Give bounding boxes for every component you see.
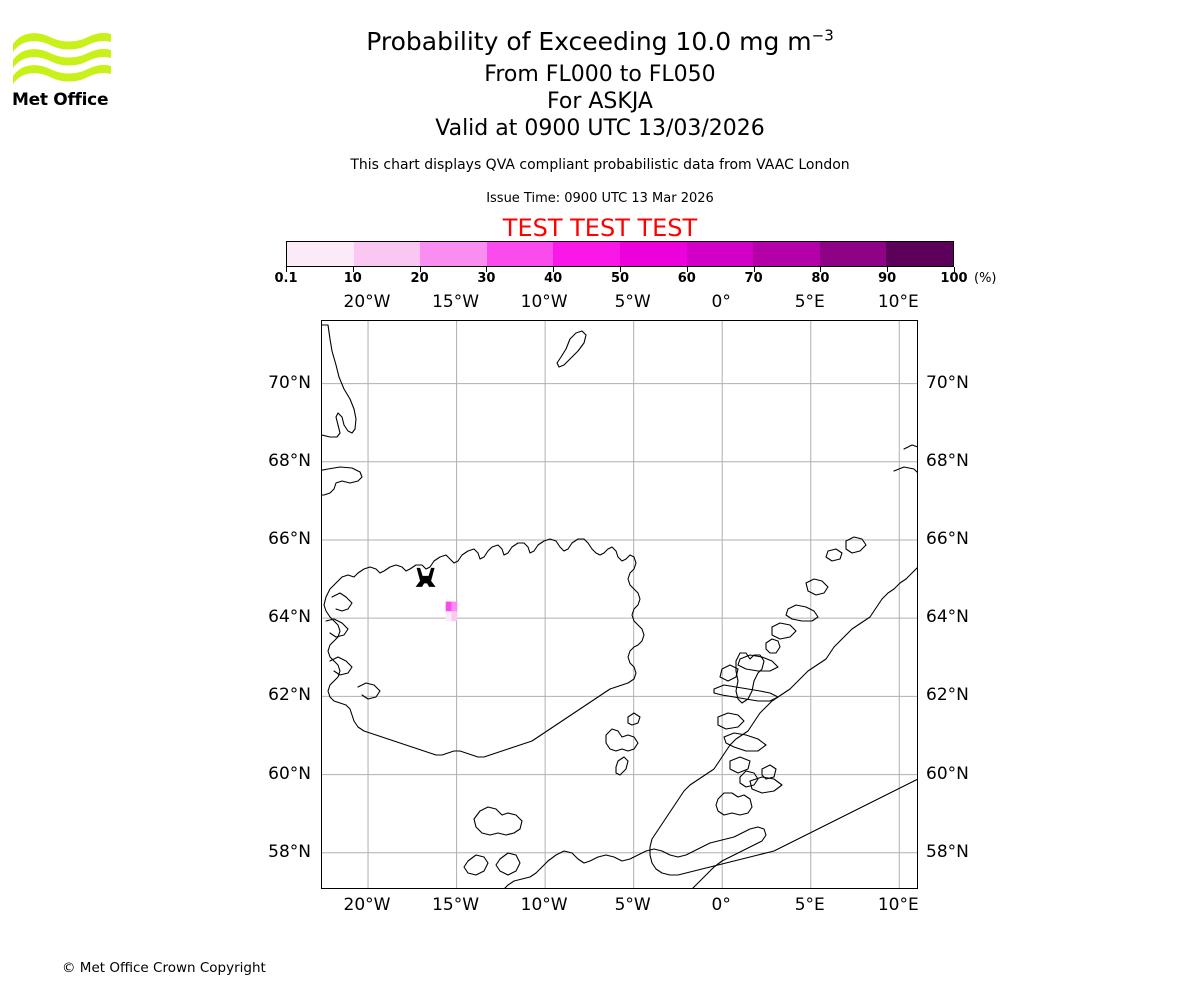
- colorbar-segment-6: [686, 242, 754, 266]
- colorbar-tick-7: [753, 267, 755, 272]
- colorbar-gradient: [286, 241, 954, 267]
- axis-label-right-4: 62°N: [926, 685, 969, 706]
- axis-label-top-5: 5°E: [794, 292, 825, 312]
- colorbar-tick-3: [486, 267, 488, 272]
- axis-label-left-3: 64°N: [268, 607, 311, 628]
- colorbar-tick-label-1: 10: [343, 271, 362, 286]
- colorbar-tick-label-5: 50: [610, 271, 630, 286]
- colorbar-segment-0: [287, 242, 354, 266]
- colorbar-tick-1: [352, 267, 354, 272]
- met-office-wave-mark: [13, 33, 111, 84]
- colorbar-tick-label-6: 60: [677, 271, 696, 286]
- page-title-text: Probability of Exceeding 10.0 mg m: [366, 27, 812, 56]
- colorbar-tick-10: [954, 267, 955, 272]
- colorbar-tick-label-9: 90: [878, 271, 897, 286]
- colorbar-tick-label-0: 0.1: [274, 271, 298, 286]
- map-canvas: [322, 321, 917, 888]
- colorbar-tick-label-10: 100: [940, 271, 968, 286]
- colorbar-segment-3: [486, 242, 554, 266]
- axis-label-left-6: 58°N: [268, 841, 311, 862]
- axis-label-bottom-2: 10°W: [520, 895, 568, 915]
- colorbar-tick-label-3: 30: [477, 271, 496, 286]
- colorbar-segment-1: [353, 242, 421, 266]
- map-panel[interactable]: [321, 320, 918, 889]
- subtitle-qva-note: This chart displays QVA compliant probab…: [350, 157, 850, 173]
- colorbar-segment-2: [420, 242, 487, 266]
- colorbar-segment-9: [886, 242, 953, 266]
- colorbar-tick-labels: 0.1 10 20 30 40 50 60 70 80 90 100: [274, 271, 967, 289]
- axis-label-right-2: 66°N: [926, 528, 969, 549]
- plume-cell-0: [445, 601, 452, 612]
- axis-label-bottom-4: 0°: [711, 895, 731, 915]
- colorbar-segment-7: [753, 242, 820, 266]
- ash-plume-cells: [445, 601, 458, 622]
- met-office-logo-text: Met Office: [12, 90, 109, 110]
- axis-label-bottom-0: 20°W: [343, 895, 391, 915]
- title-volcano: For ASKJA: [547, 89, 653, 114]
- title-valid-time: Valid at 0900 UTC 13/03/2026: [435, 116, 765, 141]
- colorbar-tick-9: [887, 267, 889, 272]
- subtitle-issue-time: Issue Time: 0900 UTC 13 Mar 2026: [486, 191, 714, 206]
- map-gridlines: [322, 321, 917, 888]
- plume-cell-1: [445, 611, 452, 622]
- colorbar-tick-label-2: 20: [410, 271, 429, 286]
- axis-label-left-5: 60°N: [268, 763, 311, 784]
- plume-cell-2: [451, 601, 458, 612]
- axis-label-left-4: 62°N: [268, 685, 311, 706]
- colorbar-ticks: [286, 267, 955, 285]
- volcano-glyph: [415, 567, 436, 587]
- page-title: Probability of Exceeding 10.0 mg m−3: [0, 26, 1200, 58]
- axis-label-top-6: 10°E: [877, 292, 919, 312]
- colorbar-tick-8: [820, 267, 822, 272]
- axis-label-top-4: 0°: [711, 292, 731, 312]
- axis-label-top-2: 10°W: [520, 292, 568, 312]
- colorbar-tick-4: [553, 267, 555, 272]
- colorbar-segment-8: [819, 242, 887, 266]
- axis-label-bottom-1: 15°W: [432, 895, 480, 915]
- colorbar-units-label: (%): [974, 271, 997, 286]
- page-title-exponent: −3: [811, 26, 834, 45]
- probability-colorbar: 0.1 10 20 30 40 50 60 70 80 90 100: [274, 241, 968, 286]
- plume-cell-3: [451, 611, 458, 622]
- axis-label-right-1: 68°N: [926, 450, 969, 471]
- axis-label-top-0: 20°W: [343, 292, 391, 312]
- colorbar-tick-label-8: 80: [811, 271, 830, 286]
- colorbar-tick-0: [286, 267, 287, 272]
- colorbar-tick-label-4: 40: [544, 271, 563, 286]
- axis-label-top-1: 15°W: [432, 292, 480, 312]
- colorbar-tick-2: [419, 267, 421, 272]
- axis-label-right-5: 60°N: [926, 763, 969, 784]
- axis-label-right-6: 58°N: [926, 841, 969, 862]
- colorbar-tick-5: [620, 267, 621, 272]
- axis-label-left-1: 68°N: [268, 450, 311, 471]
- axis-label-top-3: 5°W: [614, 292, 651, 312]
- copyright-notice: © Met Office Crown Copyright: [62, 960, 266, 976]
- axis-label-right-3: 64°N: [926, 607, 969, 628]
- colorbar-tick-label-7: 70: [744, 271, 763, 286]
- title-flight-levels: From FL000 to FL050: [484, 62, 716, 87]
- met-office-logo: Met Office: [12, 26, 112, 114]
- map-coastlines: [322, 324, 917, 888]
- test-banner: TEST TEST TEST: [502, 214, 698, 242]
- volcano-marker: [415, 567, 436, 587]
- axis-label-right-0: 70°N: [926, 372, 969, 393]
- colorbar-tick-6: [686, 267, 688, 272]
- axis-label-left-0: 70°N: [268, 372, 311, 393]
- axis-label-bottom-6: 10°E: [877, 895, 919, 915]
- axis-label-bottom-3: 5°W: [614, 895, 651, 915]
- colorbar-segment-4: [553, 242, 620, 266]
- axis-label-left-2: 66°N: [268, 528, 311, 549]
- colorbar-segment-5: [619, 242, 687, 266]
- axis-label-bottom-5: 5°E: [794, 895, 825, 915]
